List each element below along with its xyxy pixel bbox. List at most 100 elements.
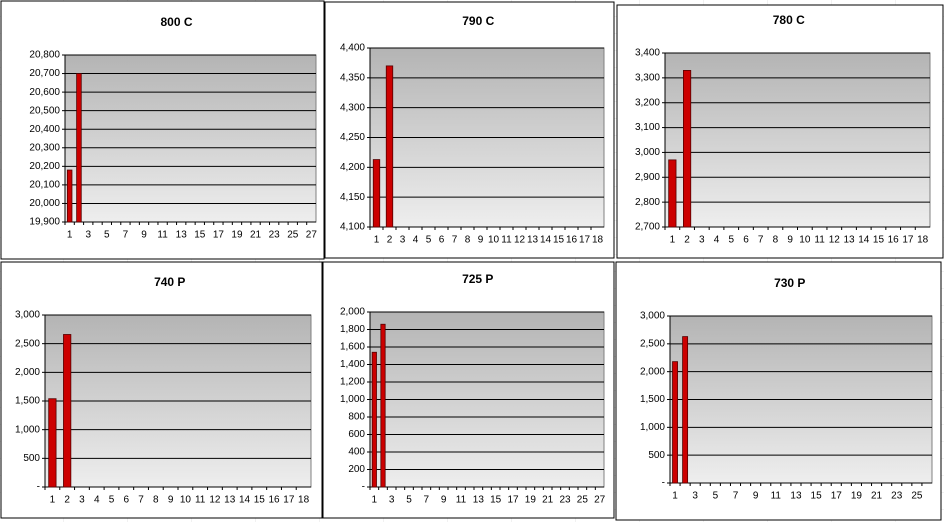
x-tick-label: 23: [269, 230, 281, 241]
x-tick-label: 13: [790, 491, 802, 502]
x-tick-label: 18: [917, 235, 929, 246]
x-tick-label: 21: [542, 495, 554, 506]
x-tick-label: 17: [283, 495, 295, 506]
x-tick-label: 11: [771, 491, 782, 502]
x-tick-label: 5: [426, 235, 432, 246]
x-tick-label: 5: [104, 230, 110, 241]
x-tick-label: 3: [692, 491, 698, 502]
x-tick-label: 10: [488, 235, 500, 246]
y-tick-label: 3,100: [635, 122, 660, 133]
y-tick-label: 4,150: [340, 192, 365, 203]
x-tick-label: 19: [525, 495, 537, 506]
x-tick-label: 2: [684, 235, 690, 246]
x-tick-label: 27: [306, 230, 318, 241]
y-tick-label: 1,200: [340, 377, 365, 388]
y-tick-label: 1,000: [15, 424, 40, 435]
x-tick-label: 7: [138, 495, 144, 506]
x-tick-label: 19: [231, 230, 243, 241]
x-tick-label: 1: [670, 235, 676, 246]
bar: [380, 323, 386, 488]
x-tick-label: 11: [814, 235, 825, 246]
x-tick-label: 17: [507, 495, 519, 506]
y-tick-label: 1,500: [15, 396, 40, 407]
x-tick-label: 23: [891, 491, 903, 502]
y-tick-label: 400: [348, 447, 365, 458]
y-tick-label: 20,700: [29, 68, 60, 79]
y-tick-label: 3,000: [640, 311, 665, 322]
x-tick-label: 15: [553, 235, 565, 246]
x-tick-label: 18: [298, 495, 310, 506]
x-tick-label: 7: [424, 495, 430, 506]
bar: [63, 334, 72, 488]
bar: [76, 73, 82, 223]
x-tick-label: 9: [441, 495, 447, 506]
x-tick-label: 11: [456, 495, 467, 506]
y-tick-label: 20,100: [29, 180, 60, 191]
x-tick-label: 14: [540, 235, 552, 246]
x-tick-label: 11: [195, 495, 206, 506]
y-tick-label: 1,500: [640, 394, 665, 405]
x-tick-label: 15: [254, 495, 266, 506]
x-tick-label: 17: [831, 491, 843, 502]
y-tick-label: 20,800: [29, 50, 60, 61]
plot-area: [64, 54, 317, 223]
x-tick-label: 3: [699, 235, 705, 246]
x-tick-label: 5: [728, 235, 734, 246]
x-tick-label: 1: [374, 235, 380, 246]
y-tick-label: 4,100: [340, 222, 365, 233]
x-tick-label: 8: [773, 235, 779, 246]
chart-title: 800 C: [160, 15, 192, 29]
y-tick-label: 3,000: [15, 310, 40, 321]
x-tick-label: 3: [400, 235, 406, 246]
x-tick-label: 9: [787, 235, 793, 246]
x-tick-label: 25: [287, 230, 299, 241]
x-tick-label: 7: [452, 235, 458, 246]
x-tick-label: 25: [911, 491, 923, 502]
x-tick-label: 5: [109, 495, 115, 506]
x-tick-label: 6: [439, 235, 445, 246]
x-tick-label: 15: [194, 230, 206, 241]
x-tick-label: 12: [514, 235, 526, 246]
x-tick-label: 12: [829, 235, 841, 246]
x-tick-label: 5: [713, 491, 719, 502]
x-tick-label: 16: [566, 235, 578, 246]
x-tick-label: 6: [123, 495, 129, 506]
y-tick-label: 500: [648, 450, 665, 461]
x-tick-label: 10: [180, 495, 192, 506]
x-tick-label: 17: [902, 235, 914, 246]
x-tick-label: 16: [888, 235, 900, 246]
x-tick-label: 12: [209, 495, 221, 506]
y-tick-label: 3,400: [635, 48, 660, 59]
x-tick-label: 16: [268, 495, 280, 506]
y-tick-label: 2,500: [640, 338, 665, 349]
x-tick-label: 13: [224, 495, 236, 506]
x-tick-label: 15: [811, 491, 823, 502]
chart-title: 730 P: [774, 276, 805, 290]
x-tick-label: 9: [753, 491, 759, 502]
x-tick-label: 13: [843, 235, 855, 246]
x-tick-label: 15: [873, 235, 885, 246]
y-tick-label: 2,000: [15, 367, 40, 378]
x-tick-label: 1: [372, 495, 378, 506]
plot-area: [664, 52, 931, 228]
y-tick-label: 4,300: [340, 102, 365, 113]
x-tick-label: 9: [141, 230, 147, 241]
y-tick-label: 2,900: [635, 172, 660, 183]
y-tick-label: 20,200: [29, 161, 60, 172]
x-tick-label: 1: [67, 230, 73, 241]
x-tick-label: 11: [157, 230, 168, 241]
x-tick-label: 5: [406, 495, 412, 506]
y-tick-label: 20,500: [29, 105, 60, 116]
y-tick-label: 500: [23, 453, 40, 464]
x-tick-label: 13: [473, 495, 485, 506]
x-tick-label: 19: [851, 491, 863, 502]
chart-title: 780 C: [773, 13, 805, 27]
y-tick-label: 20,600: [29, 87, 60, 98]
x-tick-label: 1: [672, 491, 678, 502]
x-tick-label: 10: [799, 235, 811, 246]
y-tick-label: 1,400: [340, 359, 365, 370]
x-tick-label: 21: [250, 230, 262, 241]
bar: [48, 398, 57, 488]
x-tick-label: 14: [239, 495, 251, 506]
